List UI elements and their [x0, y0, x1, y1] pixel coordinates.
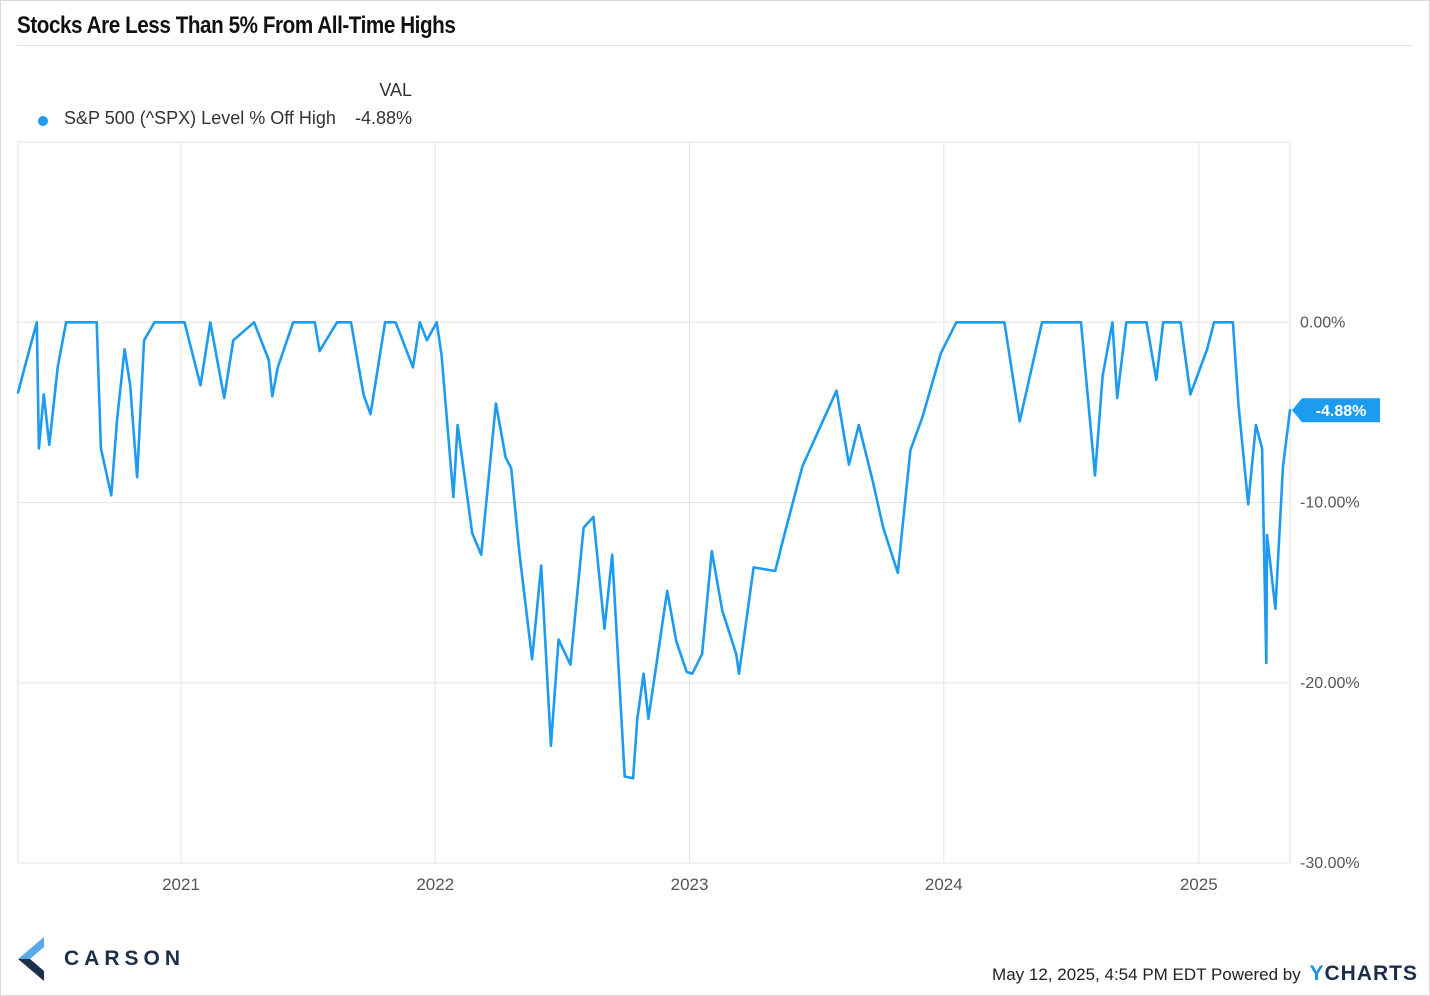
footer-credit: May 12, 2025, 4:54 PM EDT Powered by YCH…: [992, 962, 1418, 986]
x-tick-label: 2021: [162, 875, 200, 894]
footer-timestamp: May 12, 2025, 4:54 PM EDT: [992, 965, 1207, 984]
series-layer: [16, 320, 1292, 780]
ycharts-logo-rest: CHARTS: [1324, 962, 1418, 985]
legend-value-header: VAL: [379, 80, 412, 100]
carson-chevron-icon: [18, 937, 44, 981]
y-tick-label: -20.00%: [1300, 675, 1360, 692]
carson-logo-text: CARSON: [64, 947, 186, 970]
x-tick-label: 2022: [416, 875, 454, 894]
y-tick-label: -10.00%: [1300, 495, 1360, 512]
footer-powered-by: Powered by: [1210, 965, 1301, 984]
chart-title: Stocks Are Less Than 5% From All-Time Hi…: [17, 12, 456, 39]
legend-marker: [38, 116, 48, 126]
x-tick-label: 2025: [1180, 875, 1218, 894]
legend-entry[interactable]: S&P 500 (^SPX) Level % Off High -4.88%: [38, 108, 418, 132]
ycharts-logo[interactable]: YCHARTS: [1309, 962, 1418, 985]
series-line-spx[interactable]: [16, 320, 1292, 780]
title-divider: [17, 45, 1413, 46]
x-tick-label: 2023: [671, 875, 709, 894]
label-layer: -4.88%: [1292, 398, 1380, 423]
carson-logo: CARSON: [18, 937, 198, 983]
legend-series-value: -4.88%: [354, 108, 412, 128]
ycharts-logo-y: Y: [1309, 962, 1325, 985]
last-value-label: -4.88%: [1316, 403, 1367, 420]
x-tick-label: 2024: [925, 875, 963, 894]
y-tick-label: -30.00%: [1300, 855, 1360, 872]
axis-layer: 0.00% -10.00% -20.00% -30.00% 2021 2022 2023 20…: [162, 314, 1360, 894]
legend-series-name: S&P 500 (^SPX) Level % Off High: [64, 108, 336, 128]
y-tick-label: 0.00%: [1300, 314, 1345, 331]
grid-layer: [17, 141, 1291, 864]
last-value-flag: [1292, 398, 1380, 423]
